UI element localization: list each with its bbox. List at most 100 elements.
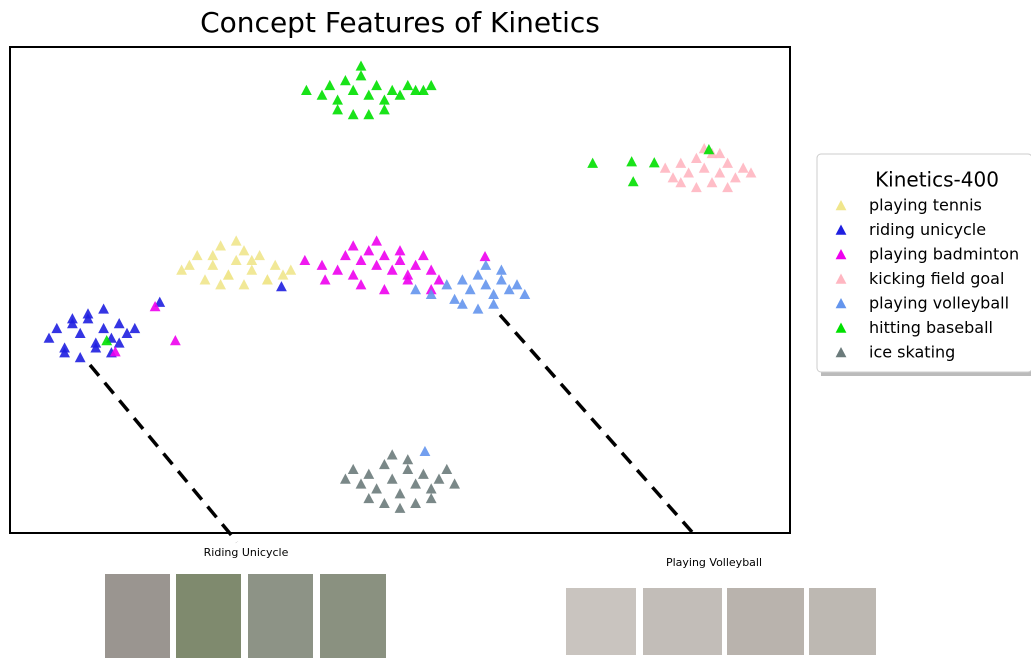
point <box>98 303 109 313</box>
point <box>722 182 733 192</box>
point <box>730 172 741 182</box>
point <box>356 478 367 488</box>
legend-label: playing tennis <box>869 196 982 215</box>
point <box>239 245 250 255</box>
point <box>387 265 398 275</box>
point <box>402 454 413 464</box>
point <box>418 250 429 260</box>
legend-title: Kinetics-400 <box>875 168 999 192</box>
point <box>215 279 226 289</box>
point <box>285 265 296 275</box>
point <box>231 255 242 265</box>
connector <box>90 365 237 542</box>
point <box>317 90 328 100</box>
thumbnail <box>248 574 313 658</box>
point <box>332 265 343 275</box>
point <box>707 177 718 187</box>
point <box>488 299 499 309</box>
point <box>340 75 351 85</box>
point <box>512 279 523 289</box>
point <box>51 323 62 333</box>
point <box>480 260 491 270</box>
point <box>75 352 86 362</box>
point <box>738 163 749 173</box>
point <box>379 459 390 469</box>
point <box>363 90 374 100</box>
point <box>207 260 218 270</box>
point <box>371 483 382 493</box>
point <box>246 265 257 275</box>
point <box>320 274 331 284</box>
point <box>184 260 195 270</box>
point <box>363 245 374 255</box>
point <box>356 255 367 265</box>
legend-label: hitting baseball <box>869 318 993 337</box>
point <box>699 163 710 173</box>
point <box>395 488 406 498</box>
point <box>402 80 413 90</box>
point <box>223 269 234 279</box>
point <box>626 156 637 166</box>
point <box>363 493 374 503</box>
caption: Riding Unicycle <box>204 546 289 559</box>
point <box>348 464 359 474</box>
point <box>379 94 390 104</box>
point <box>83 308 94 318</box>
point <box>449 294 460 304</box>
point <box>67 313 78 323</box>
point <box>114 318 125 328</box>
thumbnail <box>809 588 876 655</box>
point <box>239 279 250 289</box>
point <box>473 269 484 279</box>
thumbnail <box>566 588 636 655</box>
point <box>363 469 374 479</box>
point <box>434 274 445 284</box>
point <box>231 235 242 245</box>
point <box>395 503 406 513</box>
point <box>371 80 382 90</box>
point <box>170 335 181 345</box>
point <box>324 80 335 90</box>
points <box>44 60 757 512</box>
legend-label: kicking field goal <box>869 269 1004 288</box>
point <box>714 148 725 158</box>
point <box>356 60 367 70</box>
thumbnails <box>105 574 876 658</box>
point <box>426 80 437 90</box>
point <box>387 449 398 459</box>
point <box>675 158 686 168</box>
chart-title: Concept Features of Kinetics <box>200 6 600 39</box>
point <box>254 250 265 260</box>
plot-frame <box>10 47 790 533</box>
point <box>200 274 211 284</box>
point <box>262 274 273 284</box>
point <box>348 269 359 279</box>
point <box>480 279 491 289</box>
point <box>215 240 226 250</box>
point <box>371 235 382 245</box>
point <box>129 323 140 333</box>
point <box>488 289 499 299</box>
point <box>192 250 203 260</box>
point <box>332 104 343 114</box>
point <box>356 279 367 289</box>
chart: Concept Features of Kinetics Kinetics-40… <box>0 0 1031 659</box>
point <box>410 478 421 488</box>
point <box>420 446 431 456</box>
point <box>348 85 359 95</box>
point <box>371 260 382 270</box>
thumbnail <box>176 574 241 658</box>
point <box>722 158 733 168</box>
point <box>395 255 406 265</box>
point <box>270 260 281 270</box>
point <box>441 464 452 474</box>
point <box>457 274 468 284</box>
point <box>691 182 702 192</box>
point <box>402 464 413 474</box>
point <box>317 260 328 270</box>
point <box>75 328 86 338</box>
point <box>395 245 406 255</box>
point <box>649 157 660 167</box>
point <box>332 94 343 104</box>
thumbnail <box>105 574 170 658</box>
